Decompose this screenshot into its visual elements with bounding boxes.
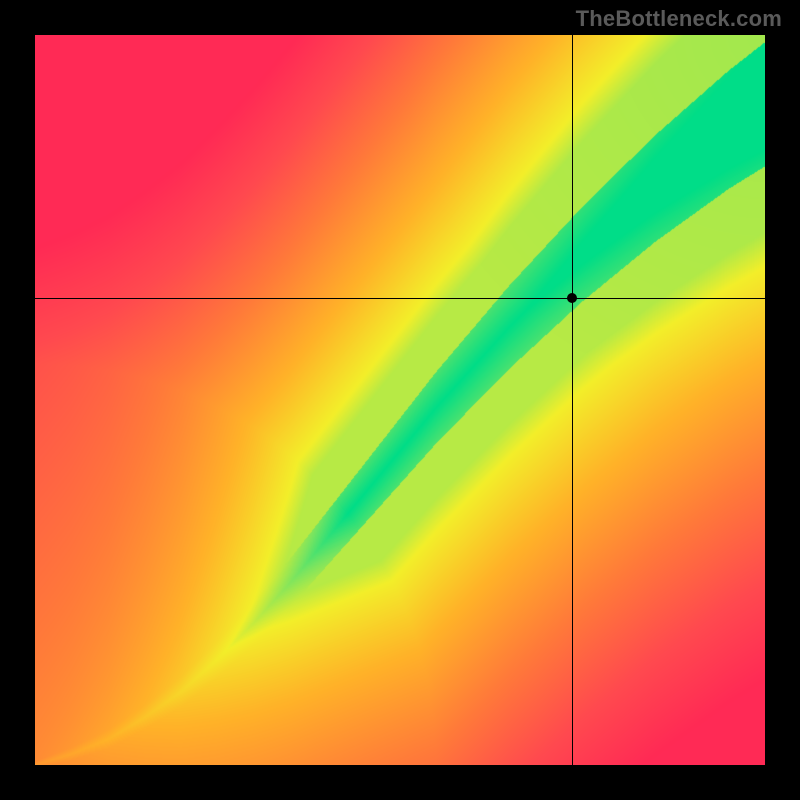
- crosshair-vertical: [572, 35, 573, 765]
- heatmap-canvas: [35, 35, 765, 765]
- crosshair-marker: [567, 293, 577, 303]
- crosshair-horizontal: [35, 298, 765, 299]
- watermark-text: TheBottleneck.com: [576, 6, 782, 32]
- heatmap-plot: [35, 35, 765, 765]
